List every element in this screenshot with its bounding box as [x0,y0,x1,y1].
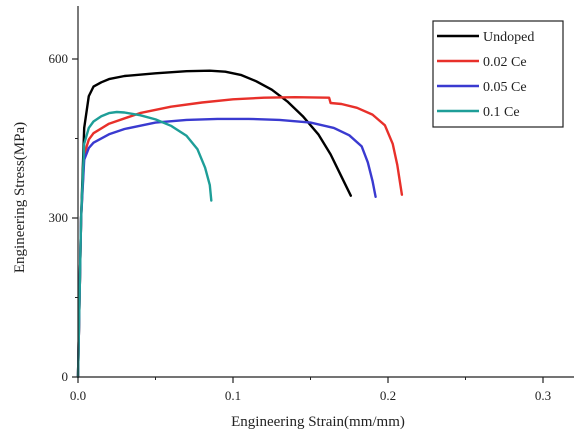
legend-label: 0.02 Ce [483,55,527,70]
series-line-undoped [76,69,352,379]
series-line-0-1-ce [76,110,213,379]
series-line-0-02-ce [76,96,404,379]
x-tick-label: 0.3 [535,388,551,403]
legend-label: 0.1 Ce [483,105,520,120]
series-line-0-05-ce [76,117,377,379]
x-axis-title: Engineering Strain(mm/mm) [231,414,405,430]
y-axis-title: Engineering Stress(MPa) [12,122,28,273]
x-tick-label: 0.0 [70,388,86,403]
x-tick-label: 0.1 [225,388,241,403]
y-tick-label: 600 [49,51,69,66]
y-tick-label: 300 [49,210,69,225]
legend-box [432,20,564,128]
x-tick-label: 0.2 [380,388,396,403]
legend-label: 0.05 Ce [483,80,527,95]
legend-label: Undoped [483,30,534,45]
y-tick-label: 0 [62,369,69,384]
